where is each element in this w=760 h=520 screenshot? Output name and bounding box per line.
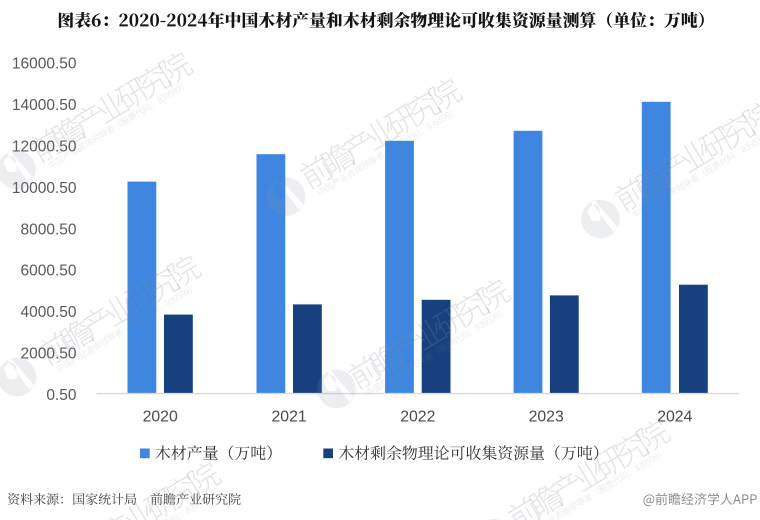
svg-text:16000.50: 16000.50 [12, 56, 77, 73]
svg-text:10000.50: 10000.50 [12, 180, 77, 197]
svg-text:4000.50: 4000.50 [20, 304, 76, 321]
svg-text:8000.50: 8000.50 [20, 221, 76, 238]
svg-text:14000.50: 14000.50 [12, 97, 77, 114]
svg-text:2021: 2021 [272, 408, 307, 425]
svg-text:2023: 2023 [529, 408, 564, 425]
svg-text:12000.50: 12000.50 [12, 139, 77, 156]
svg-text:0.50: 0.50 [46, 387, 77, 404]
svg-text:2022: 2022 [400, 408, 435, 425]
svg-text:2020: 2020 [143, 408, 178, 425]
svg-text:6000.50: 6000.50 [20, 263, 76, 280]
svg-text:2024: 2024 [657, 408, 692, 425]
